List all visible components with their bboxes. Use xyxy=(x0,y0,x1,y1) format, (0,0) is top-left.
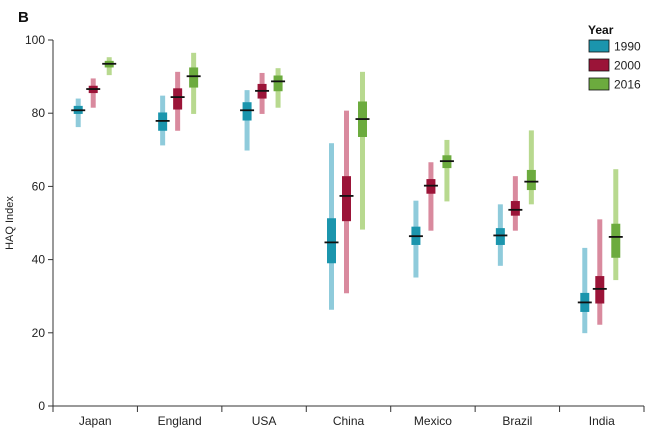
mark-india-2000-interquartile-range xyxy=(595,276,605,304)
legend-swatch-1990 xyxy=(588,39,610,53)
legend-label-1990: 1990 xyxy=(614,40,641,54)
mark-brazil-2000-interquartile-range xyxy=(510,201,520,216)
x-tick-label-china: China xyxy=(333,414,365,428)
mark-brazil-2016-interquartile-range xyxy=(526,169,536,191)
mark-england-2000-interquartile-range xyxy=(173,88,183,110)
y-tick-label-60: 60 xyxy=(32,179,46,193)
legend-title: Year xyxy=(588,23,614,37)
x-tick-label-japan: Japan xyxy=(79,414,112,428)
legend-swatch-2000 xyxy=(588,58,610,72)
mark-india-1990-uncertainty-range xyxy=(582,247,588,334)
mark-brazil-2016-uncertainty-range xyxy=(528,130,534,205)
mark-usa-1990-interquartile-range xyxy=(242,102,252,121)
mark-china-2016-uncertainty-range xyxy=(360,71,365,230)
mark-usa-2016-interquartile-range xyxy=(273,75,283,92)
legend-label-2000: 2000 xyxy=(614,59,641,73)
mark-mexico-2016-uncertainty-range xyxy=(444,139,450,202)
x-tick-label-usa: USA xyxy=(252,414,277,428)
legend-swatch-2016 xyxy=(588,77,610,91)
mark-china-1990-interquartile-range xyxy=(327,218,336,264)
panel-label: B xyxy=(18,9,29,26)
x-tick-label-brazil: Brazil xyxy=(502,414,532,428)
y-tick-label-100: 100 xyxy=(25,33,45,47)
axes: 0 20 40 60 80 100 Japan England USA China Mexico Br… xyxy=(25,33,645,428)
y-tick-label-0: 0 xyxy=(38,399,45,413)
mark-brazil-1990-interquartile-range xyxy=(495,228,505,245)
x-tick-label-india: India xyxy=(589,414,615,428)
legend: Year 1990 2000 2016 xyxy=(588,23,641,92)
y-axis-label: HAQ Index xyxy=(4,196,16,250)
legend-label-2016: 2016 xyxy=(614,78,641,92)
x-tick-label-england: England xyxy=(158,414,202,428)
mark-england-2016-interquartile-range xyxy=(189,67,199,88)
x-tick-label-mexico: Mexico xyxy=(414,414,452,428)
mark-india-2000-uncertainty-range xyxy=(597,219,603,325)
mark-mexico-2000-uncertainty-range xyxy=(428,162,434,231)
mark-india-2016-interquartile-range xyxy=(611,223,621,258)
plot-area xyxy=(71,52,623,334)
y-tick-label-80: 80 xyxy=(32,106,46,120)
y-tick-label-40: 40 xyxy=(32,253,46,267)
y-tick-label-20: 20 xyxy=(32,326,46,340)
mark-china-2000-interquartile-range xyxy=(342,176,351,222)
